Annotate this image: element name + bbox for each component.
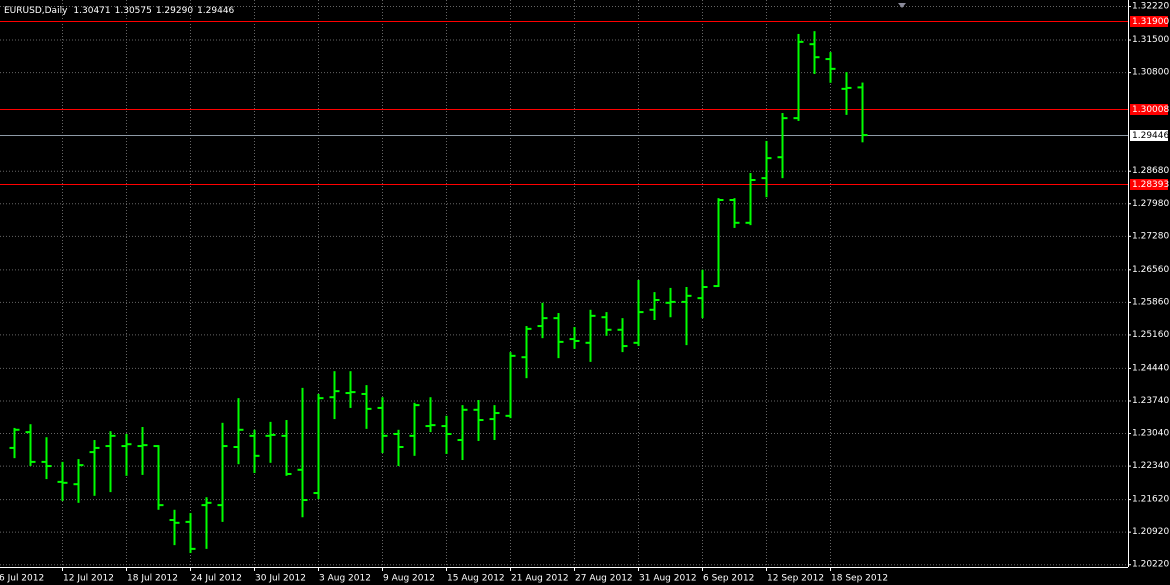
x-tick-label: 18 Sep 2012: [831, 574, 888, 584]
level-label-box: [1130, 104, 1168, 115]
y-tick-label: 1.28680: [1132, 166, 1169, 176]
price-label: 1.29446: [1132, 131, 1169, 141]
chart-title: EURUSD,Daily 1.30471 1.30575 1.29290 1.29446: [4, 6, 235, 16]
x-tick-label: 12 Sep 2012: [767, 574, 824, 584]
x-tick-label: 6 Sep 2012: [703, 574, 754, 584]
y-tick-label: 1.24440: [1132, 363, 1169, 373]
y-tick-label: 1.32220: [1132, 2, 1169, 12]
y-tick-label: 1.25860: [1132, 297, 1169, 307]
level-label: 1.28393: [1132, 180, 1169, 190]
x-tick-label: 21 Aug 2012: [511, 574, 569, 584]
level-label: 1.31900: [1132, 17, 1169, 27]
y-tick-label: 1.27980: [1132, 199, 1169, 209]
y-tick-label: 1.27280: [1132, 231, 1169, 241]
ohlc-open: 1.30471: [73, 6, 110, 16]
y-tick-label: 1.22340: [1132, 461, 1169, 471]
y-tick-label: 1.26560: [1132, 265, 1169, 275]
y-tick-label: 1.23040: [1132, 429, 1169, 439]
x-tick-label: 18 Jul 2012: [127, 574, 178, 584]
price-label-box: [1130, 130, 1168, 141]
x-tick-label: 15 Aug 2012: [447, 574, 505, 584]
x-tick-label: 30 Jul 2012: [255, 574, 306, 584]
y-tick-label: 1.30800: [1132, 68, 1169, 78]
symbol: EURUSD,Daily: [4, 6, 68, 16]
y-tick-label: 1.20220: [1132, 560, 1169, 570]
x-tick-label: 31 Aug 2012: [639, 574, 697, 584]
level-label-box: [1130, 179, 1168, 190]
x-tick-label: 27 Aug 2012: [575, 574, 633, 584]
y-tick-label: 1.31500: [1132, 35, 1169, 45]
ohlc-close: 1.29446: [197, 6, 234, 16]
level-label: 1.30008: [1132, 105, 1169, 115]
y-tick-label: 1.20920: [1132, 527, 1169, 537]
x-tick-label: 9 Aug 2012: [383, 574, 435, 584]
x-tick-label: 12 Jul 2012: [63, 574, 114, 584]
y-tick-label: 1.21620: [1132, 495, 1169, 505]
ohlc-high: 1.30575: [115, 6, 152, 16]
x-tick-label: 24 Jul 2012: [191, 574, 242, 584]
shift-marker: [898, 3, 906, 8]
bars: [9, 31, 868, 554]
y-tick-label: 1.23740: [1132, 396, 1169, 406]
ohlc-low: 1.29290: [156, 6, 193, 16]
y-tick-label: 1.25160: [1132, 330, 1169, 340]
level-label-box: [1130, 16, 1168, 27]
x-tick-label: 6 Jul 2012: [0, 574, 44, 584]
x-tick-label: 3 Aug 2012: [319, 574, 371, 584]
levels: [0, 21, 1128, 185]
grid: [0, 0, 1131, 571]
